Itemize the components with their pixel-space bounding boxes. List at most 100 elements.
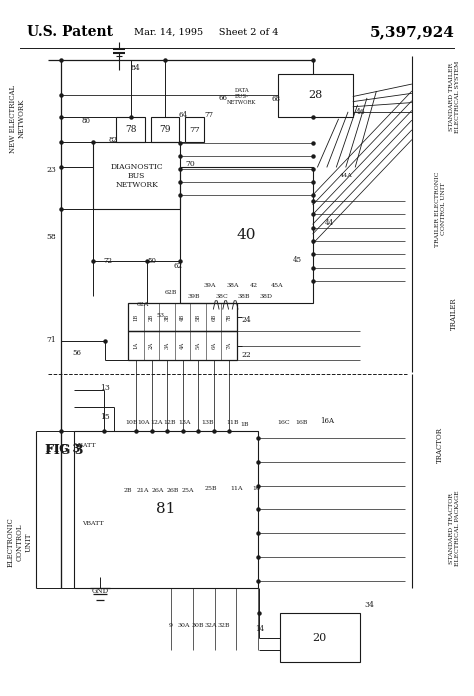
Text: 15: 15 [100, 413, 109, 422]
Bar [128, 303, 237, 331]
Text: 39B: 39B [187, 294, 200, 299]
Text: 7A: 7A [227, 342, 232, 349]
Text: 38B: 38B [237, 294, 250, 299]
Text: 2B: 2B [149, 313, 154, 321]
Text: 80: 80 [82, 117, 91, 125]
Text: 5B: 5B [196, 313, 201, 321]
Text: 12B: 12B [163, 420, 176, 425]
Text: 16: 16 [252, 486, 260, 491]
Text: 38C: 38C [216, 294, 228, 299]
Text: 62B: 62B [164, 290, 177, 295]
Bar [180, 168, 313, 303]
Text: TRAILER ELECTRONIC
CONTROL UNIT: TRAILER ELECTRONIC CONTROL UNIT [435, 171, 446, 247]
Text: 9: 9 [169, 624, 173, 628]
Text: 1B: 1B [241, 422, 249, 427]
Bar [93, 143, 180, 209]
Text: 5A: 5A [196, 342, 201, 349]
Text: 16B: 16B [296, 420, 308, 425]
Text: 23: 23 [46, 166, 56, 174]
Text: Mar. 14, 1995     Sheet 2 of 4: Mar. 14, 1995 Sheet 2 of 4 [134, 27, 279, 36]
Text: 3B: 3B [164, 313, 170, 321]
Text: 2A: 2A [149, 342, 154, 349]
Text: 1B: 1B [134, 313, 138, 321]
Text: 1A: 1A [134, 342, 138, 349]
Text: 78: 78 [125, 125, 137, 134]
Bar [74, 432, 258, 587]
Text: 77: 77 [205, 111, 214, 118]
Bar [128, 331, 237, 360]
Text: 71: 71 [46, 335, 56, 344]
Text: 21A: 21A [136, 488, 149, 493]
Text: DIAGNOSTIC
BUS
NETWORK: DIAGNOSTIC BUS NETWORK [110, 163, 163, 189]
Text: FIG 3: FIG 3 [46, 443, 80, 454]
Text: 68: 68 [271, 95, 280, 103]
Text: 84: 84 [131, 64, 140, 72]
Text: 24: 24 [242, 316, 252, 324]
Text: 32A: 32A [204, 624, 217, 628]
Text: 44A: 44A [340, 173, 353, 178]
Text: 56: 56 [72, 349, 81, 357]
Text: 62A: 62A [136, 302, 149, 307]
Text: 20: 20 [312, 633, 327, 642]
Bar [117, 117, 145, 143]
Text: 3A: 3A [164, 342, 170, 349]
Text: 58: 58 [46, 233, 56, 241]
Text: 4A: 4A [180, 342, 185, 349]
Text: 81: 81 [156, 503, 176, 516]
Text: 26A: 26A [152, 488, 164, 493]
Text: 66: 66 [218, 94, 227, 102]
Bar [151, 117, 179, 143]
Text: 11A: 11A [230, 486, 242, 491]
Text: 38A: 38A [226, 283, 238, 288]
Text: 53: 53 [156, 313, 164, 318]
Text: 16C: 16C [277, 420, 290, 425]
Text: ELECTRONIC
CONTROL
UNIT: ELECTRONIC CONTROL UNIT [6, 518, 33, 567]
Text: 44: 44 [324, 219, 333, 227]
Text: 25A: 25A [182, 488, 194, 493]
Text: 70: 70 [185, 160, 195, 168]
Bar [185, 117, 204, 143]
Text: 62: 62 [173, 262, 182, 270]
Text: 26B: 26B [166, 488, 179, 493]
Text: STANDARD TRAILER
ELECTRICAL SYSTEM: STANDARD TRAILER ELECTRICAL SYSTEM [449, 61, 460, 133]
Text: TRACTOR: TRACTOR [436, 427, 444, 464]
Text: 4B: 4B [180, 313, 185, 321]
Text: NEW ELECTRICAL
NETWORK: NEW ELECTRICAL NETWORK [9, 85, 26, 153]
Text: 25B: 25B [205, 486, 217, 491]
Text: 32B: 32B [218, 624, 230, 628]
Bar [280, 613, 360, 662]
Text: 79: 79 [159, 125, 171, 134]
Text: 77: 77 [189, 125, 200, 134]
Text: 12A: 12A [150, 420, 163, 425]
Text: 22: 22 [242, 351, 252, 359]
Text: 40: 40 [237, 228, 256, 242]
Text: 30A: 30A [178, 624, 191, 628]
Text: 50: 50 [147, 258, 156, 265]
Text: VBATT: VBATT [74, 443, 96, 448]
Text: 16A: 16A [320, 417, 334, 425]
Text: 46: 46 [356, 108, 366, 116]
Text: 2B: 2B [124, 488, 133, 493]
Bar [278, 74, 353, 117]
Text: FIG 3: FIG 3 [45, 444, 83, 457]
Text: 6A: 6A [211, 342, 216, 349]
Text: 11B: 11B [226, 420, 238, 425]
Text: 13B: 13B [201, 420, 214, 425]
Text: TRAILER: TRAILER [450, 297, 458, 330]
Text: 30B: 30B [191, 624, 203, 628]
Text: GND: GND [91, 587, 109, 595]
Text: 45: 45 [292, 257, 301, 264]
Text: 5,397,924: 5,397,924 [370, 25, 455, 39]
Text: DATA
BUS-
NETWORK: DATA BUS- NETWORK [227, 88, 256, 105]
Text: 42: 42 [250, 283, 258, 288]
Text: 72: 72 [103, 258, 112, 265]
Text: 13: 13 [100, 384, 110, 393]
Text: 28: 28 [308, 90, 323, 100]
Text: 82: 82 [109, 136, 118, 143]
Text: 64: 64 [178, 111, 187, 118]
Text: 6B: 6B [211, 313, 216, 321]
Text: 45A: 45A [271, 283, 283, 288]
Text: STANDARD TRACTOR
ELECTRICAL PACKAGE: STANDARD TRACTOR ELECTRICAL PACKAGE [449, 491, 460, 567]
Text: 13A: 13A [179, 420, 191, 425]
Text: 34: 34 [365, 601, 374, 609]
